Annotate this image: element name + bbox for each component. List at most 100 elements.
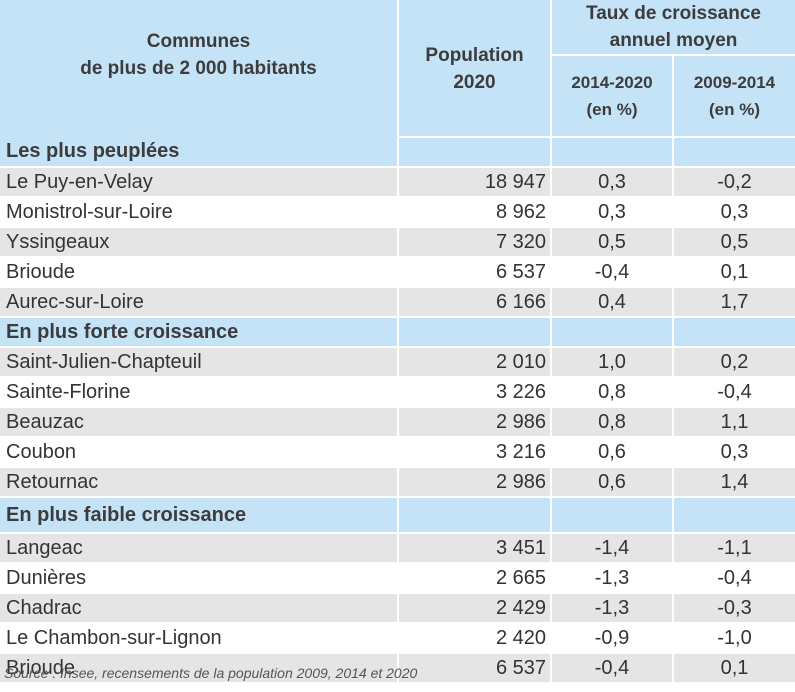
population-cell: 18 947 xyxy=(397,166,550,196)
table-row: Brioude 6 537 -0,4 0,1 xyxy=(0,652,795,682)
header-period2-line2: (en %) xyxy=(709,100,760,119)
rate-2014-2020-cell: -1,3 xyxy=(550,592,672,622)
commune-name-cell: Beauzac xyxy=(0,406,397,436)
population-cell: 2 986 xyxy=(397,466,550,496)
section-title: En plus forte croissance xyxy=(0,316,397,346)
rate-2009-2014-cell: 0,3 xyxy=(672,436,795,466)
rate-2009-2014-cell: 0,2 xyxy=(672,346,795,376)
commune-name-cell: Brioude xyxy=(0,256,397,286)
table-row: Saint-Julien-Chapteuil 2 010 1,0 0,2 xyxy=(0,346,795,376)
rate-2009-2014-cell: -0,3 xyxy=(672,592,795,622)
rate-2014-2020-cell: -1,3 xyxy=(550,562,672,592)
table-row: Langeac 3 451 -1,4 -1,1 xyxy=(0,532,795,562)
rate-2009-2014-cell: 1,4 xyxy=(672,466,795,496)
commune-name-cell: Aurec-sur-Loire xyxy=(0,286,397,316)
commune-name-cell: Le Puy-en-Velay xyxy=(0,166,397,196)
header-population: Population 2020 xyxy=(397,0,550,136)
section-empty-cell xyxy=(397,316,550,346)
rate-2009-2014-cell: 0,1 xyxy=(672,652,795,682)
section-empty-cell xyxy=(550,496,672,532)
rate-2014-2020-cell: 1,0 xyxy=(550,346,672,376)
rate-2009-2014-cell: -0,4 xyxy=(672,562,795,592)
rate-2009-2014-cell: 1,7 xyxy=(672,286,795,316)
header-population-line2: 2020 xyxy=(453,72,496,93)
commune-name-cell: Brioude xyxy=(0,652,397,682)
section-empty-cell xyxy=(397,496,550,532)
population-cell: 2 420 xyxy=(397,622,550,652)
rate-2014-2020-cell: 0,6 xyxy=(550,466,672,496)
section-empty-cell xyxy=(672,496,795,532)
section-header-row: En plus faible croissance xyxy=(0,496,795,532)
commune-name-cell: Retournac xyxy=(0,466,397,496)
table-row: Chadrac 2 429 -1,3 -0,3 xyxy=(0,592,795,622)
commune-name-cell: Saint-Julien-Chapteuil xyxy=(0,346,397,376)
rate-2014-2020-cell: -1,4 xyxy=(550,532,672,562)
rate-2009-2014-cell: 0,1 xyxy=(672,256,795,286)
commune-name-cell: Coubon xyxy=(0,436,397,466)
rate-2014-2020-cell: 0,6 xyxy=(550,436,672,466)
table-row: Le Puy-en-Velay 18 947 0,3 -0,2 xyxy=(0,166,795,196)
header-period2-line1: 2009-2014 xyxy=(693,73,776,92)
population-cell: 3 451 xyxy=(397,532,550,562)
population-cell: 7 320 xyxy=(397,226,550,256)
section-title: Les plus peuplées xyxy=(0,136,397,166)
table-row: Monistrol-sur-Loire 8 962 0,3 0,3 xyxy=(0,196,795,226)
table-header: Communes de plus de 2 000 habitants Popu… xyxy=(0,0,795,136)
section-header-row: En plus forte croissance xyxy=(0,316,795,346)
rate-2009-2014-cell: 1,1 xyxy=(672,406,795,436)
header-communes-line1: Communes xyxy=(146,31,251,52)
rate-2009-2014-cell: 0,5 xyxy=(672,226,795,256)
header-communes: Communes de plus de 2 000 habitants xyxy=(0,0,397,136)
rate-2014-2020-cell: -0,4 xyxy=(550,652,672,682)
table-row: Yssingeaux 7 320 0,5 0,5 xyxy=(0,226,795,256)
header-period-2009-2014: 2009-2014 (en %) xyxy=(672,56,795,136)
rate-2014-2020-cell: 0,8 xyxy=(550,376,672,406)
table-row: Retournac 2 986 0,6 1,4 xyxy=(0,466,795,496)
rate-2014-2020-cell: 0,4 xyxy=(550,286,672,316)
section-empty-cell xyxy=(397,136,550,166)
rate-2014-2020-cell: 0,3 xyxy=(550,196,672,226)
rate-2014-2020-cell: -0,9 xyxy=(550,622,672,652)
rate-2009-2014-cell: 0,3 xyxy=(672,196,795,226)
commune-name-cell: Yssingeaux xyxy=(0,226,397,256)
header-period1-line1: 2014-2020 xyxy=(571,73,653,92)
header-communes-line2: de plus de 2 000 habitants xyxy=(80,58,317,79)
population-cell: 2 010 xyxy=(397,346,550,376)
rate-2009-2014-cell: -1,0 xyxy=(672,622,795,652)
table-row: Dunières 2 665 -1,3 -0,4 xyxy=(0,562,795,592)
header-growth-line1: Taux de croissance xyxy=(586,3,761,24)
population-cell: 3 226 xyxy=(397,376,550,406)
section-empty-cell xyxy=(550,136,672,166)
population-cell: 6 166 xyxy=(397,286,550,316)
population-cell: 2 665 xyxy=(397,562,550,592)
rate-2014-2020-cell: 0,5 xyxy=(550,226,672,256)
header-growth-line2: annuel moyen xyxy=(609,30,738,51)
section-header-row: Les plus peuplées xyxy=(0,136,795,166)
rate-2009-2014-cell: -0,4 xyxy=(672,376,795,406)
rate-2009-2014-cell: -1,1 xyxy=(672,532,795,562)
table-row: Brioude 6 537 -0,4 0,1 xyxy=(0,256,795,286)
commune-name-cell: Langeac xyxy=(0,532,397,562)
source-note: Source : Insee, recensements de la popul… xyxy=(4,665,418,681)
population-cell: 2 429 xyxy=(397,592,550,622)
header-growth-rate: Taux de croissance annuel moyen xyxy=(550,0,795,56)
header-period-2014-2020: 2014-2020 (en %) xyxy=(550,56,672,136)
population-cell: 6 537 xyxy=(397,256,550,286)
rate-2014-2020-cell: 0,8 xyxy=(550,406,672,436)
section-empty-cell xyxy=(672,136,795,166)
header-population-line1: Population xyxy=(425,45,524,66)
population-cell: 8 962 xyxy=(397,196,550,226)
population-cell: 6 537 xyxy=(397,652,550,682)
section-title: En plus faible croissance xyxy=(0,496,397,532)
commune-name-cell: Monistrol-sur-Loire xyxy=(0,196,397,226)
table-body: Les plus peuplées Le Puy-en-Velay 18 947 0,… xyxy=(0,136,795,682)
rate-2014-2020-cell: -0,4 xyxy=(550,256,672,286)
rate-2009-2014-cell: -0,2 xyxy=(672,166,795,196)
commune-name-cell: Dunières xyxy=(0,562,397,592)
population-cell: 2 986 xyxy=(397,406,550,436)
population-cell: 3 216 xyxy=(397,436,550,466)
commune-name-cell: Sainte-Florine xyxy=(0,376,397,406)
section-empty-cell xyxy=(672,316,795,346)
